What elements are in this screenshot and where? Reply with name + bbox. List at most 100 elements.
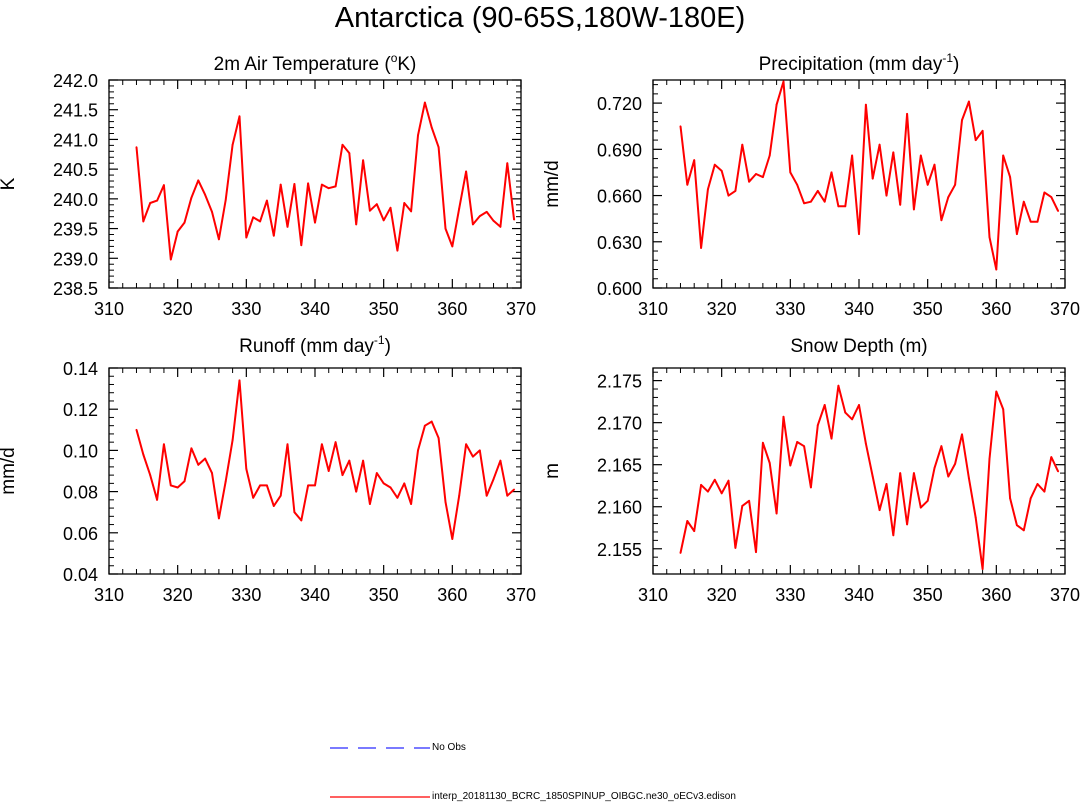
panel-runoff-point <box>396 496 399 499</box>
panel-precipitation-point <box>720 170 723 172</box>
panel-runoff-point <box>176 486 179 489</box>
panel-snow-depth-point <box>1057 470 1060 473</box>
panel-precipitation-point <box>748 180 751 183</box>
panel-snow-depth-point <box>700 483 702 486</box>
panel-snow-depth-point <box>1029 497 1032 500</box>
panel-snow-depth-ytick-label: 2.175 <box>597 372 642 392</box>
panel-runoff-point <box>375 472 378 474</box>
panel-runoff-point <box>183 480 186 483</box>
panel-snow-depth-xtick-label: 350 <box>913 585 943 605</box>
panel-precipitation-point <box>844 205 847 208</box>
panel-precipitation-xtick-label: 320 <box>707 299 737 319</box>
panel-precipitation-point <box>1043 191 1046 194</box>
panel-precipitation-point <box>864 103 867 106</box>
panel-snow-depth-point <box>1036 483 1039 485</box>
panel-snow-depth-ytick-label: 2.160 <box>597 498 642 518</box>
panel-precipitation-xtick-label: 340 <box>844 299 874 319</box>
panel-temperature-point <box>293 183 296 185</box>
panel-precipitation-ytick-label: 0.600 <box>597 279 642 299</box>
panel-precipitation-point <box>810 200 812 203</box>
panel-snow-depth-point <box>871 475 874 478</box>
panel-snow-depth-point <box>761 441 764 444</box>
panel-snow-depth-point <box>693 530 696 533</box>
panel-temperature-point <box>238 115 241 118</box>
panel-precipitation-xtick-label: 310 <box>638 299 668 319</box>
panel-temperature-point <box>135 146 138 149</box>
panel-runoff-ytick-label: 0.12 <box>63 400 98 420</box>
panel-snow-depth-point <box>789 464 792 467</box>
panel-temperature-point <box>423 101 426 104</box>
panel-temperature-point <box>458 207 461 210</box>
panel-temperature-point <box>492 219 495 222</box>
panel-snow-depth-point <box>906 523 908 526</box>
panel-precipitation-xtick-label: 330 <box>775 299 805 319</box>
panel-temperature-point <box>472 223 474 226</box>
panel-runoff-point <box>513 488 516 491</box>
panel-precipitation-point <box>1029 220 1032 223</box>
panel-precipitation-series-line <box>679 80 1059 271</box>
panel-temperature-point <box>382 219 385 222</box>
panel-temperature-point <box>375 203 378 206</box>
panel-temperature-point <box>417 134 419 137</box>
panel-precipitation-point <box>755 173 757 175</box>
panel-precipitation-point <box>713 163 716 166</box>
panel-runoff-point <box>369 503 371 505</box>
panel-runoff-point <box>149 474 152 477</box>
panel-temperature-point <box>444 227 447 230</box>
page-title: Antarctica (90-65S,180W-180E) <box>334 2 746 34</box>
panel-snow-depth-point <box>1009 497 1011 500</box>
panel-runoff-point <box>279 494 282 497</box>
panel-runoff-point <box>156 498 158 501</box>
legend-label-model: interp_20181130_BCRC_1850SPINUP_OIBGC.ne… <box>432 791 736 802</box>
panel-precipitation-point <box>796 183 799 186</box>
panel-snow-depth-point <box>926 499 929 502</box>
panel-snow-depth-point <box>686 520 689 522</box>
panel-runoff-point <box>238 379 241 382</box>
panel-snow-depth-point <box>981 568 984 570</box>
panel-temperature-xtick-label: 330 <box>231 299 261 319</box>
panel-runoff-point <box>314 484 316 487</box>
panel-snow-depth-ytick-label: 2.170 <box>597 414 642 434</box>
panel-temperature-ylabel: K <box>0 177 19 190</box>
panel-snow-depth-point <box>830 437 833 440</box>
panel-runoff-series-line <box>135 379 515 540</box>
panel-snow-depth-point <box>810 486 812 489</box>
panel-temperature-ytick-label: 238.5 <box>53 279 98 299</box>
panel-snow-depth-point <box>1022 529 1025 532</box>
panel-snow-depth-point <box>741 504 744 507</box>
panel-snow-depth-point <box>823 404 826 406</box>
panel-snow-depth-point <box>816 424 819 427</box>
panel-temperature-point <box>266 199 268 202</box>
panel-precipitation-point <box>775 103 778 106</box>
panel-temperature-point <box>327 187 330 190</box>
panel-precipitation-point <box>693 159 696 162</box>
panel-runoff-point <box>382 482 385 485</box>
panel-precipitation-point <box>947 196 950 198</box>
panel-runoff-point <box>286 443 289 446</box>
panel-snow-depth-point <box>885 483 888 485</box>
panel-snow-depth-point <box>967 477 970 480</box>
panel-temperature-point <box>369 209 371 212</box>
panel-temperature-point <box>156 199 158 202</box>
panel-runoff-point <box>307 484 310 487</box>
panel-precipitation-point <box>700 247 702 249</box>
panel-precipitation-point <box>940 219 943 222</box>
panel-snow-depth-point <box>1016 524 1018 527</box>
panel-snow-depth-point <box>947 475 950 478</box>
panel-temperature-point <box>176 230 179 233</box>
panel-snow-depth-point <box>988 457 991 460</box>
panel-temperature-ytick-label: 241.0 <box>53 130 98 150</box>
panel-snow-depth-point <box>974 516 977 519</box>
panel-runoff-point <box>293 511 296 514</box>
panel-runoff-xtick-label: 320 <box>163 585 193 605</box>
panel-precipitation-point <box>823 200 826 203</box>
panel-precipitation-point <box>782 80 785 83</box>
panel-runoff-point <box>197 463 200 466</box>
panel-snow-depth-point <box>748 499 751 502</box>
panel-snow-depth-point <box>713 478 716 481</box>
panel-temperature-point <box>217 238 220 241</box>
panel-temperature-point <box>465 170 467 173</box>
panel-runoff-xtick-label: 360 <box>437 585 467 605</box>
panel-runoff-point <box>245 468 248 470</box>
panel-runoff-point <box>320 443 323 446</box>
